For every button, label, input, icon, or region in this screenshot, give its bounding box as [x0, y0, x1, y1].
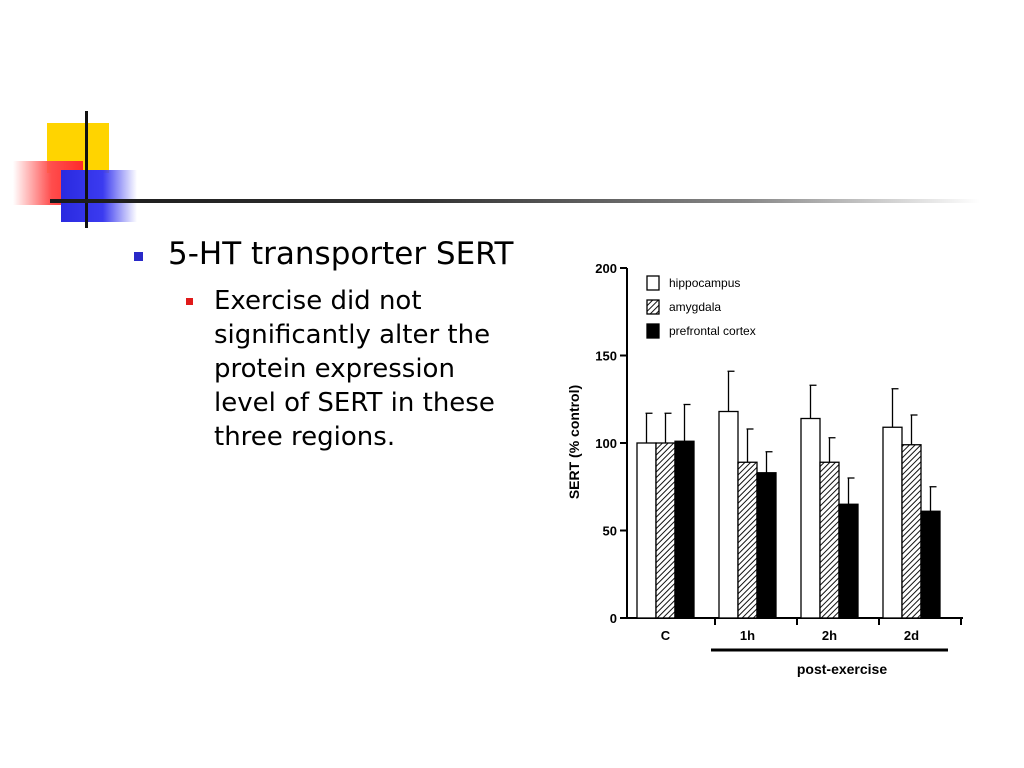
bar-amygdala — [819, 461, 840, 619]
bullet-level-1: 5-HT transporter SERT — [130, 232, 530, 276]
x-tick-label: 2h — [822, 628, 837, 643]
bullet-list: 5-HT transporter SERT Exercise did not s… — [130, 232, 530, 454]
chart-svg: 0 50 100 150 200 C 1h 2h 2d hippocampus amygdala p… — [566, 261, 963, 677]
y-tick-label: 100 — [595, 436, 617, 451]
bar-amygdala — [737, 461, 758, 619]
square-bullet-icon — [134, 252, 143, 261]
bullet-1-text: 5-HT transporter SERT — [168, 236, 514, 272]
y-tick-label: 200 — [595, 261, 617, 276]
sert-bar-chart: 0 50 100 150 200 C 1h 2h 2d hippocampus amygdala p… — [555, 250, 975, 690]
square-bullet-icon — [186, 298, 193, 305]
bar-prefrontal-cortex — [756, 472, 777, 619]
x-group-label: post-exercise — [797, 661, 887, 677]
legend-swatch-prefrontal-cortex — [646, 323, 660, 339]
y-tick-label: 0 — [610, 611, 617, 626]
legend-label: prefrontal cortex — [669, 324, 756, 338]
legend-swatch-hippocampus — [646, 275, 660, 291]
bullet-2-text: Exercise did not significantly alter the… — [214, 286, 495, 452]
slide-logo — [0, 0, 150, 240]
legend-label: hippocampus — [669, 276, 740, 290]
bar-prefrontal-cortex — [920, 510, 941, 619]
bar-amygdala — [655, 442, 676, 619]
bar-hippocampus — [800, 417, 821, 619]
bar-hippocampus — [636, 442, 657, 619]
bar-amygdala — [901, 444, 922, 619]
bar-prefrontal-cortex — [674, 440, 695, 619]
y-tick-label: 50 — [603, 524, 617, 539]
x-tick-label: 1h — [740, 628, 755, 643]
x-tick-label: 2d — [904, 628, 919, 643]
y-axis-label: SERT (% control) — [566, 385, 582, 499]
legend-swatch-amygdala — [646, 299, 660, 315]
logo-blue-square — [61, 170, 137, 222]
y-tick-label: 150 — [595, 349, 617, 364]
bar-prefrontal-cortex — [838, 503, 859, 619]
title-divider-line — [50, 199, 980, 203]
bullet-level-2: Exercise did not significantly alter the… — [130, 284, 530, 454]
legend-label: amygdala — [669, 300, 721, 314]
bar-hippocampus — [882, 426, 903, 619]
x-tick-label: C — [661, 628, 671, 643]
logo-vertical-line — [85, 111, 88, 228]
bar-hippocampus — [718, 410, 739, 619]
